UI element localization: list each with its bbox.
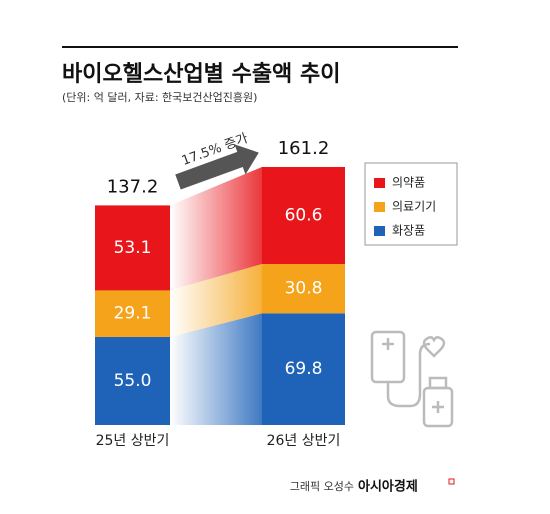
total-label: 137.2	[107, 176, 159, 197]
x-tick-label: 25년 상반기	[96, 433, 170, 449]
legend-swatch	[374, 226, 385, 236]
legend-label: 의약품	[392, 175, 425, 190]
bar-segment	[262, 263, 345, 314]
brand-mark	[448, 478, 455, 485]
bar-segment	[262, 313, 345, 425]
legend-label: 화장품	[392, 224, 425, 238]
value-label: 29.1	[114, 304, 152, 324]
credit: 그래픽 오성수	[290, 480, 354, 493]
bar-segment	[95, 290, 170, 337]
connector-fade	[170, 150, 262, 430]
legend-label: 의료기기	[392, 200, 436, 214]
brand: 아시아경제	[358, 479, 418, 495]
legend-swatch	[374, 202, 385, 212]
health-icons	[370, 330, 454, 428]
value-label: 30.8	[285, 279, 323, 299]
chart-subtitle: (단위: 억 달러, 자료: 한국보건산업진흥원)	[62, 90, 257, 104]
bar-segment	[95, 205, 170, 291]
value-label: 53.1	[114, 238, 152, 258]
x-tick-label: 26년 상반기	[267, 433, 341, 449]
bar-segment	[262, 167, 345, 264]
legend-swatch	[374, 178, 385, 188]
growth-arrow	[175, 144, 259, 190]
chart-title: 바이오헬스산업별 수출액 추이	[62, 62, 340, 87]
value-label: 60.6	[285, 205, 323, 225]
bar-segment	[95, 336, 170, 425]
value-label: 69.8	[285, 359, 323, 379]
value-label: 55.0	[114, 371, 152, 391]
total-label: 161.2	[278, 138, 330, 159]
